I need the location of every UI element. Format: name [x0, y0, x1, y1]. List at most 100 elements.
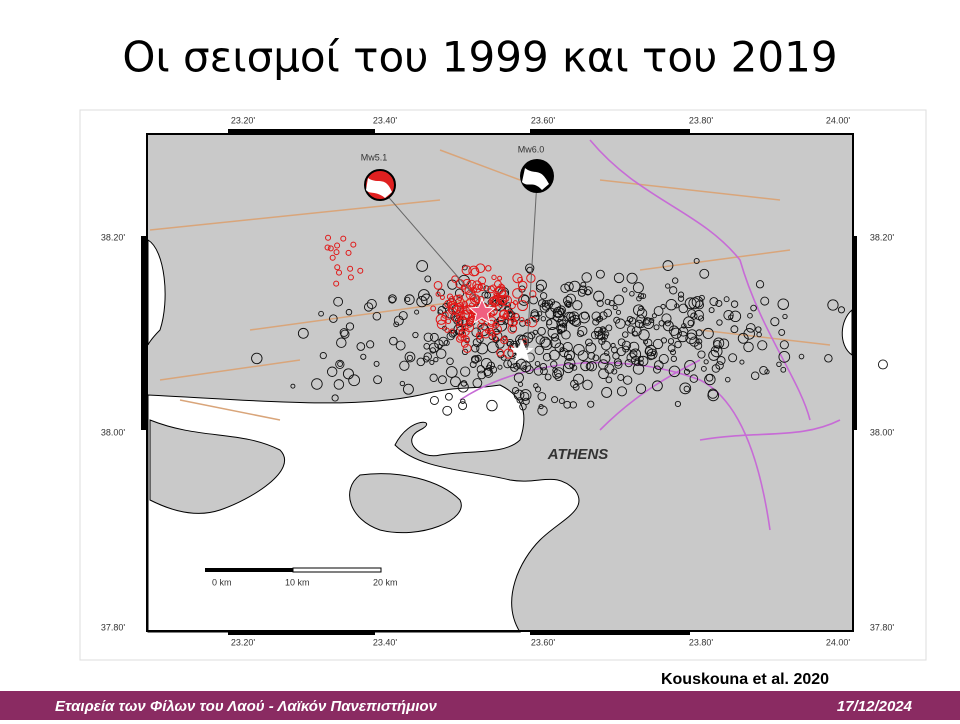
- epicenter: [622, 331, 629, 338]
- epicenter: [737, 332, 749, 344]
- epicenter: [481, 291, 489, 299]
- scale-bar: 0 km 10 km 20 km: [205, 567, 398, 587]
- epicenter: [705, 373, 714, 382]
- epicenter: [443, 339, 450, 346]
- border-line: [146, 133, 148, 632]
- epicenter: [622, 345, 630, 353]
- epicenter: [694, 341, 703, 350]
- epicenter: [616, 386, 627, 397]
- epicenter: [336, 269, 343, 276]
- mainshock-star: [510, 339, 534, 362]
- epicenter: [698, 294, 705, 301]
- epicenter: [507, 358, 518, 369]
- epicenter: [406, 354, 413, 361]
- epicenter: [662, 260, 674, 271]
- epicenter: [345, 249, 352, 256]
- epicenter: [777, 298, 790, 310]
- epicenter: [644, 319, 650, 325]
- epicenter: [824, 354, 833, 363]
- epicenter: [577, 325, 588, 337]
- epicenter: [489, 284, 497, 292]
- epicenter: [644, 338, 653, 347]
- epicenter: [437, 344, 443, 350]
- epicenter: [524, 365, 534, 375]
- epicenter: [683, 385, 691, 393]
- epicenter: [677, 291, 685, 298]
- epicenter: [448, 329, 457, 338]
- scale-label: 20 km: [373, 577, 398, 587]
- epicenter: [393, 315, 404, 326]
- epicenter: [564, 311, 575, 322]
- epicenter: [779, 340, 789, 350]
- epicenter: [491, 335, 499, 342]
- epicenter: [435, 291, 441, 297]
- epicenter: [595, 269, 605, 279]
- epicenter: [693, 309, 704, 320]
- epicenter: [670, 355, 678, 362]
- latitude-label: 38.20': [101, 232, 126, 242]
- epicenter: [537, 326, 546, 336]
- epicenter: [629, 291, 635, 297]
- scale-segment: [205, 568, 293, 572]
- epicenter: [670, 327, 682, 339]
- longitude-label: 24.00': [826, 637, 851, 647]
- border-band: [852, 236, 857, 430]
- peninsula: [149, 419, 286, 514]
- epicenter: [617, 338, 626, 347]
- epicenter: [537, 299, 547, 308]
- epicenter: [665, 298, 678, 311]
- epicenter: [399, 360, 410, 371]
- epicenter: [476, 365, 485, 374]
- epicenter: [827, 299, 839, 311]
- epicenter: [690, 312, 698, 320]
- epicenter: [466, 279, 477, 290]
- epicenter: [707, 388, 719, 399]
- epicenter: [537, 392, 547, 401]
- epicenter: [739, 359, 745, 365]
- epicenter: [517, 300, 529, 312]
- epicenter: [553, 308, 562, 318]
- epicenter: [446, 293, 454, 300]
- epicenter: [637, 292, 645, 300]
- slide-title: Οι σεισμοί του 1999 και του 2019: [122, 33, 837, 82]
- epicenter: [695, 300, 705, 310]
- epicenter: [395, 340, 406, 351]
- longitude-label: 24.00': [826, 115, 851, 125]
- epicenter: [460, 335, 467, 342]
- epicenter: [340, 329, 350, 339]
- epicenter: [556, 318, 564, 327]
- epicenter: [508, 302, 516, 310]
- longitude-label: 23.20': [231, 637, 256, 647]
- epicenter: [477, 276, 487, 285]
- epicenter: [360, 353, 367, 360]
- epicenter: [463, 307, 471, 315]
- epicenter: [542, 352, 552, 362]
- epicenter: [437, 375, 447, 385]
- epicenter: [539, 292, 548, 300]
- epicenter: [648, 317, 655, 324]
- epicenter: [638, 305, 644, 311]
- epicenter: [357, 267, 364, 274]
- epicenter: [603, 308, 613, 318]
- epicenter: [493, 292, 500, 299]
- epicenter: [334, 264, 341, 271]
- epicenter: [581, 272, 592, 283]
- epicenter: [679, 382, 692, 395]
- epicenter: [770, 317, 780, 327]
- epicenter: [702, 327, 714, 340]
- epicenter: [347, 274, 354, 281]
- epicenter: [526, 316, 538, 328]
- epicenter: [518, 381, 524, 387]
- epicenter: [483, 285, 490, 292]
- border-band: [530, 129, 690, 134]
- epicenter: [452, 305, 464, 316]
- epicenter: [632, 282, 644, 294]
- epicenter: [499, 309, 509, 319]
- epicenter: [356, 342, 366, 351]
- epicenter: [626, 325, 636, 334]
- epicenter: [651, 313, 657, 319]
- epicenter: [512, 273, 523, 284]
- epicenter: [665, 283, 671, 289]
- latitude-label: 38.00': [870, 427, 895, 437]
- epicenter: [458, 401, 468, 411]
